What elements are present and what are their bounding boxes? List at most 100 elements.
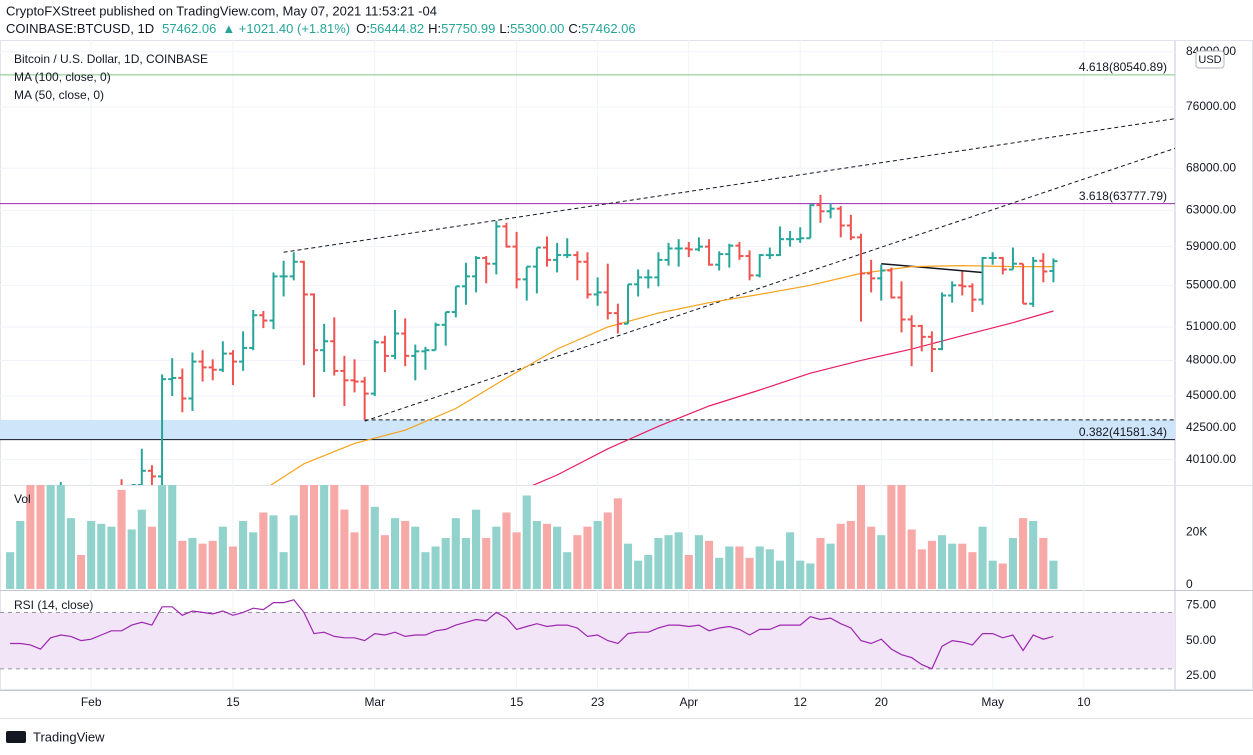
volume-bar xyxy=(56,485,65,589)
brand: TradingView xyxy=(6,729,105,744)
volume-bar xyxy=(623,543,633,589)
volume-bar xyxy=(826,543,835,589)
volume-bar xyxy=(208,540,217,589)
volume-bar xyxy=(309,485,319,589)
volume-bar xyxy=(593,520,602,589)
volume-bar xyxy=(755,546,764,589)
volume-bar xyxy=(411,526,420,589)
volume-bar xyxy=(634,560,643,589)
volume-bar xyxy=(147,526,156,589)
volume-bar xyxy=(87,520,96,589)
volume-bar xyxy=(836,523,845,589)
volume-bar xyxy=(158,485,167,589)
x-tick-label: 23 xyxy=(591,695,605,709)
y-tick-label: 55000.00 xyxy=(1186,278,1236,292)
volume-bar xyxy=(178,540,187,589)
y-tick-label: 45000.00 xyxy=(1186,388,1236,402)
volume-bar xyxy=(1049,560,1058,589)
volume-bar xyxy=(461,537,470,589)
x-tick-label: 20 xyxy=(875,695,889,709)
volume-bar xyxy=(806,563,815,589)
fib-level-label: 0.382(41581.34) xyxy=(1079,425,1167,439)
volume-bar xyxy=(97,523,106,589)
volume-bar xyxy=(259,512,268,589)
volume-bar xyxy=(279,552,288,589)
volume-bar xyxy=(340,509,349,589)
y-tick-label: 48000.00 xyxy=(1186,353,1236,367)
volume-bar xyxy=(948,543,957,589)
fib-level-label: 4.618(80540.89) xyxy=(1079,60,1167,74)
rsi-tick-label: 75.00 xyxy=(1186,598,1216,612)
published-line: CryptoFXStreet published on TradingView.… xyxy=(6,3,437,18)
currency-badge xyxy=(1195,50,1225,69)
rsi-pane xyxy=(0,599,1175,670)
volume-bar xyxy=(745,557,754,589)
quote-line: COINBASE:BTCUSD, 1D 57462.06 ▲ +1021.40 (+… xyxy=(6,21,636,36)
volume-bar xyxy=(168,485,177,589)
volume-bar xyxy=(654,537,663,589)
rsi-tick-label: 25.00 xyxy=(1186,668,1216,682)
volume-bar xyxy=(107,526,116,589)
volume-bar xyxy=(46,485,55,589)
x-tick-label: Apr xyxy=(679,695,698,709)
overlay-labels: Bitcoin / U.S. Dollar, 1D, COINBASE MA (… xyxy=(14,52,1167,612)
volume-legend: Vol xyxy=(14,492,31,506)
volume-bar xyxy=(937,535,947,589)
volume-bar xyxy=(218,526,227,589)
volume-bar xyxy=(1008,537,1017,589)
volume-bar xyxy=(674,532,683,589)
x-tick-label: 12 xyxy=(794,695,808,709)
quote-key: C: xyxy=(568,21,581,36)
volume-bar xyxy=(958,543,967,589)
volume-bar xyxy=(907,529,916,589)
volume-bar xyxy=(735,546,744,589)
volume-bar xyxy=(380,535,389,589)
quote-value: 57750.99 xyxy=(441,21,495,36)
volume-bar xyxy=(998,563,1007,589)
volume-bar xyxy=(228,546,238,589)
ma-legend: MA (100, close, 0) xyxy=(14,70,111,84)
chart-title: Bitcoin / U.S. Dollar, 1D, COINBASE xyxy=(14,52,208,66)
x-tick-label: 15 xyxy=(510,695,524,709)
volume-bar xyxy=(846,520,855,589)
volume-bar xyxy=(330,485,339,589)
volume-bar xyxy=(927,540,936,589)
volume-bar xyxy=(664,535,673,589)
volume-bar xyxy=(553,526,562,589)
volume-bar xyxy=(775,560,785,589)
y-tick-label: 51000.00 xyxy=(1186,319,1236,333)
volume-bar xyxy=(299,485,308,589)
support-zone xyxy=(0,419,1175,440)
volume-bar xyxy=(441,537,450,589)
volume-bar xyxy=(694,535,703,589)
volume-bar xyxy=(684,554,693,589)
quote-key: O: xyxy=(356,21,370,36)
volume-tick-label: 0 xyxy=(1186,577,1193,591)
rsi-tick-label: 50.00 xyxy=(1186,633,1216,647)
volume-bar xyxy=(320,485,329,589)
volume-bar xyxy=(644,554,653,589)
volume-bar xyxy=(482,537,491,589)
y-tick-label: 76000.00 xyxy=(1186,99,1236,113)
moving-average xyxy=(270,264,1054,485)
volume-bar xyxy=(796,560,805,589)
fib-level-label: 3.618(63777.79) xyxy=(1079,189,1167,203)
pane-border xyxy=(0,40,1175,690)
volume-bar xyxy=(66,518,75,589)
volume-bar xyxy=(603,512,612,589)
volume-bar xyxy=(451,518,460,589)
volume-bar xyxy=(715,557,724,589)
moving-average xyxy=(532,310,1054,485)
volume-bar xyxy=(583,526,592,589)
volume-bar xyxy=(188,537,197,589)
volume-bar xyxy=(765,549,774,589)
y-tick-label: 42500.00 xyxy=(1186,420,1236,434)
volume-bar xyxy=(289,515,298,589)
x-tick-label: 15 xyxy=(226,695,240,709)
rsi-legend: RSI (14, close) xyxy=(14,598,93,612)
volume-bar xyxy=(16,520,25,589)
rsi-band xyxy=(0,612,1175,669)
volume-bar xyxy=(370,506,379,589)
